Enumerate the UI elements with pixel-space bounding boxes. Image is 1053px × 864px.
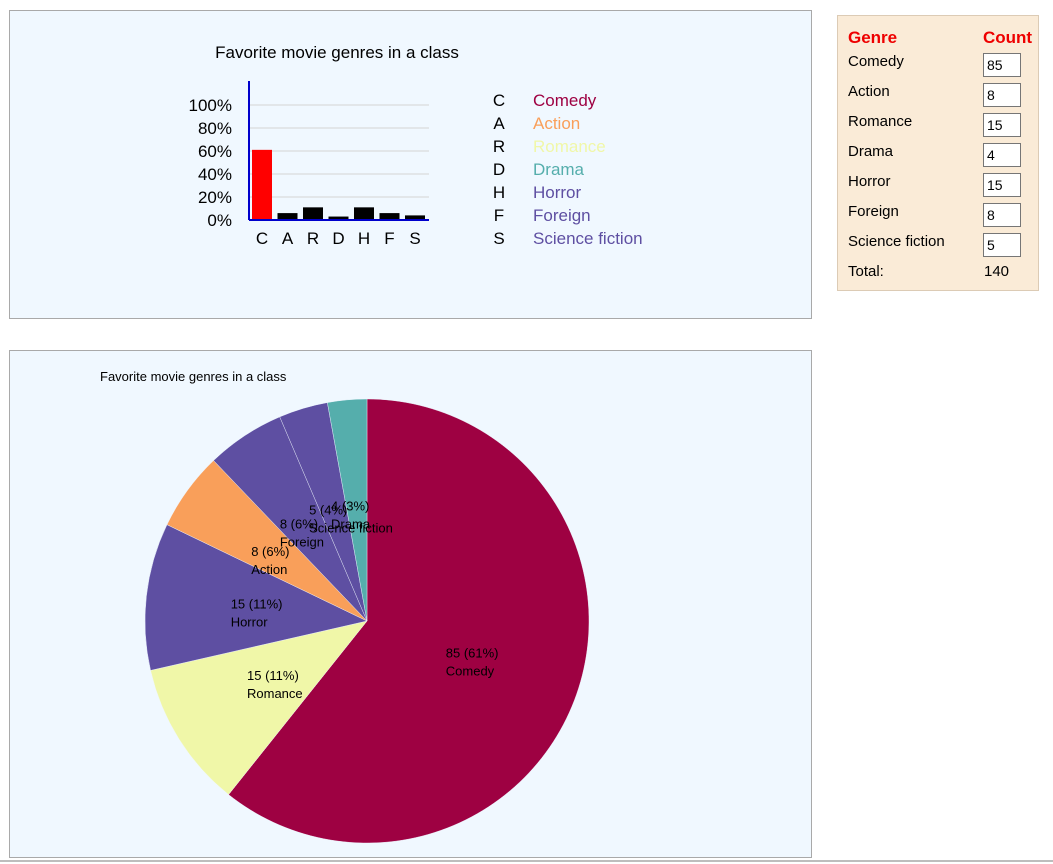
bar-chart-title: Favorite movie genres in a class (215, 43, 459, 62)
pie-category-label: Drama (331, 516, 371, 531)
y-tick-label: 0% (207, 211, 232, 230)
x-tick-label: C (256, 229, 268, 248)
count-input-horror[interactable] (983, 173, 1021, 197)
x-tick-label: R (307, 229, 319, 248)
legend-key: S (493, 229, 504, 248)
row-label-romance: Romance (848, 113, 913, 130)
legend-label: Action (533, 114, 580, 133)
y-tick-label: 40% (198, 165, 232, 184)
x-tick-label: D (332, 229, 344, 248)
row-label-science-fiction: Science fiction (848, 233, 945, 250)
pie-chart-panel: Favorite movie genres in a class 85 (61%… (9, 350, 812, 858)
x-tick-label: S (409, 229, 420, 248)
legend-key: R (493, 137, 505, 156)
count-input-romance[interactable] (983, 113, 1021, 137)
pie-chart-title: Favorite movie genres in a class (100, 369, 287, 384)
bar-chart: Favorite movie genres in a class 100% 80%… (189, 43, 643, 248)
legend-label: Drama (533, 160, 585, 179)
bar-S (405, 215, 425, 220)
pie-value-label: 8 (6%) (280, 516, 318, 531)
count-input-drama[interactable] (983, 143, 1021, 167)
bar-R (303, 207, 323, 220)
genre-header: Genre (848, 28, 898, 47)
row-label-horror: Horror (848, 173, 891, 190)
count-input-science-fiction[interactable] (983, 233, 1021, 257)
bar-D (328, 216, 349, 220)
legend-label: Comedy (533, 91, 597, 110)
y-tick-label: 100% (189, 96, 232, 115)
count-input-comedy[interactable] (983, 53, 1021, 77)
total-value: 140 (984, 263, 1010, 280)
bottom-divider (0, 860, 1053, 862)
total-label: Total: (848, 263, 884, 280)
pie-category-label: Comedy (446, 664, 495, 679)
pie-slice-romance (150, 620, 368, 795)
pie-value-label: 5 (4%) (309, 503, 347, 518)
legend-label: Horror (533, 183, 582, 202)
legend-label: Foreign (533, 206, 591, 225)
pie-value-label: 4 (3%) (331, 498, 369, 513)
pie-category-label: Science fiction (309, 521, 393, 536)
pie-value-label: 15 (11%) (231, 597, 283, 612)
pie-category-label: Action (251, 562, 287, 577)
bar-H (354, 207, 374, 220)
legend-label: Romance (533, 137, 606, 156)
row-label-drama: Drama (848, 143, 894, 160)
legend-key: F (494, 206, 504, 225)
pie-category-label: Horror (231, 615, 269, 630)
pie-value-label: 85 (61%) (446, 646, 499, 661)
y-tick-label: 60% (198, 142, 232, 161)
bar-chart-panel: Favorite movie genres in a class 100% 80%… (9, 10, 812, 319)
legend-key: D (493, 160, 505, 179)
y-tick-label: 80% (198, 119, 232, 138)
count-input-action[interactable] (983, 83, 1021, 107)
row-label-action: Action (848, 83, 890, 100)
legend-key: H (493, 183, 505, 202)
pie-chart: Favorite movie genres in a class 85 (61%… (100, 369, 590, 844)
bar-A (277, 213, 298, 220)
pie-slice-comedy (228, 398, 590, 844)
legend-key: C (493, 91, 505, 110)
pie-value-label: 8 (6%) (251, 544, 289, 559)
pie-slice-drama (327, 398, 368, 622)
row-label-comedy: Comedy (848, 53, 904, 70)
count-header: Count (983, 28, 1033, 47)
row-label-foreign: Foreign (848, 203, 899, 220)
x-tick-label: A (282, 229, 294, 248)
count-input-foreign[interactable] (983, 203, 1021, 227)
pie-category-label: Romance (247, 686, 303, 701)
pie-slice-horror (144, 524, 368, 671)
genre-count-table: Genre Count Comedy Action Romance Drama … (837, 15, 1039, 291)
x-tick-label: F (384, 229, 394, 248)
legend-key: A (493, 114, 505, 133)
legend-label: Science fiction (533, 229, 643, 248)
bar-F (379, 213, 400, 220)
pie-category-label: Foreign (280, 534, 324, 549)
bar-C (252, 149, 272, 220)
pie-value-label: 15 (11%) (247, 668, 299, 683)
x-tick-label: H (358, 229, 370, 248)
y-tick-label: 20% (198, 188, 232, 207)
